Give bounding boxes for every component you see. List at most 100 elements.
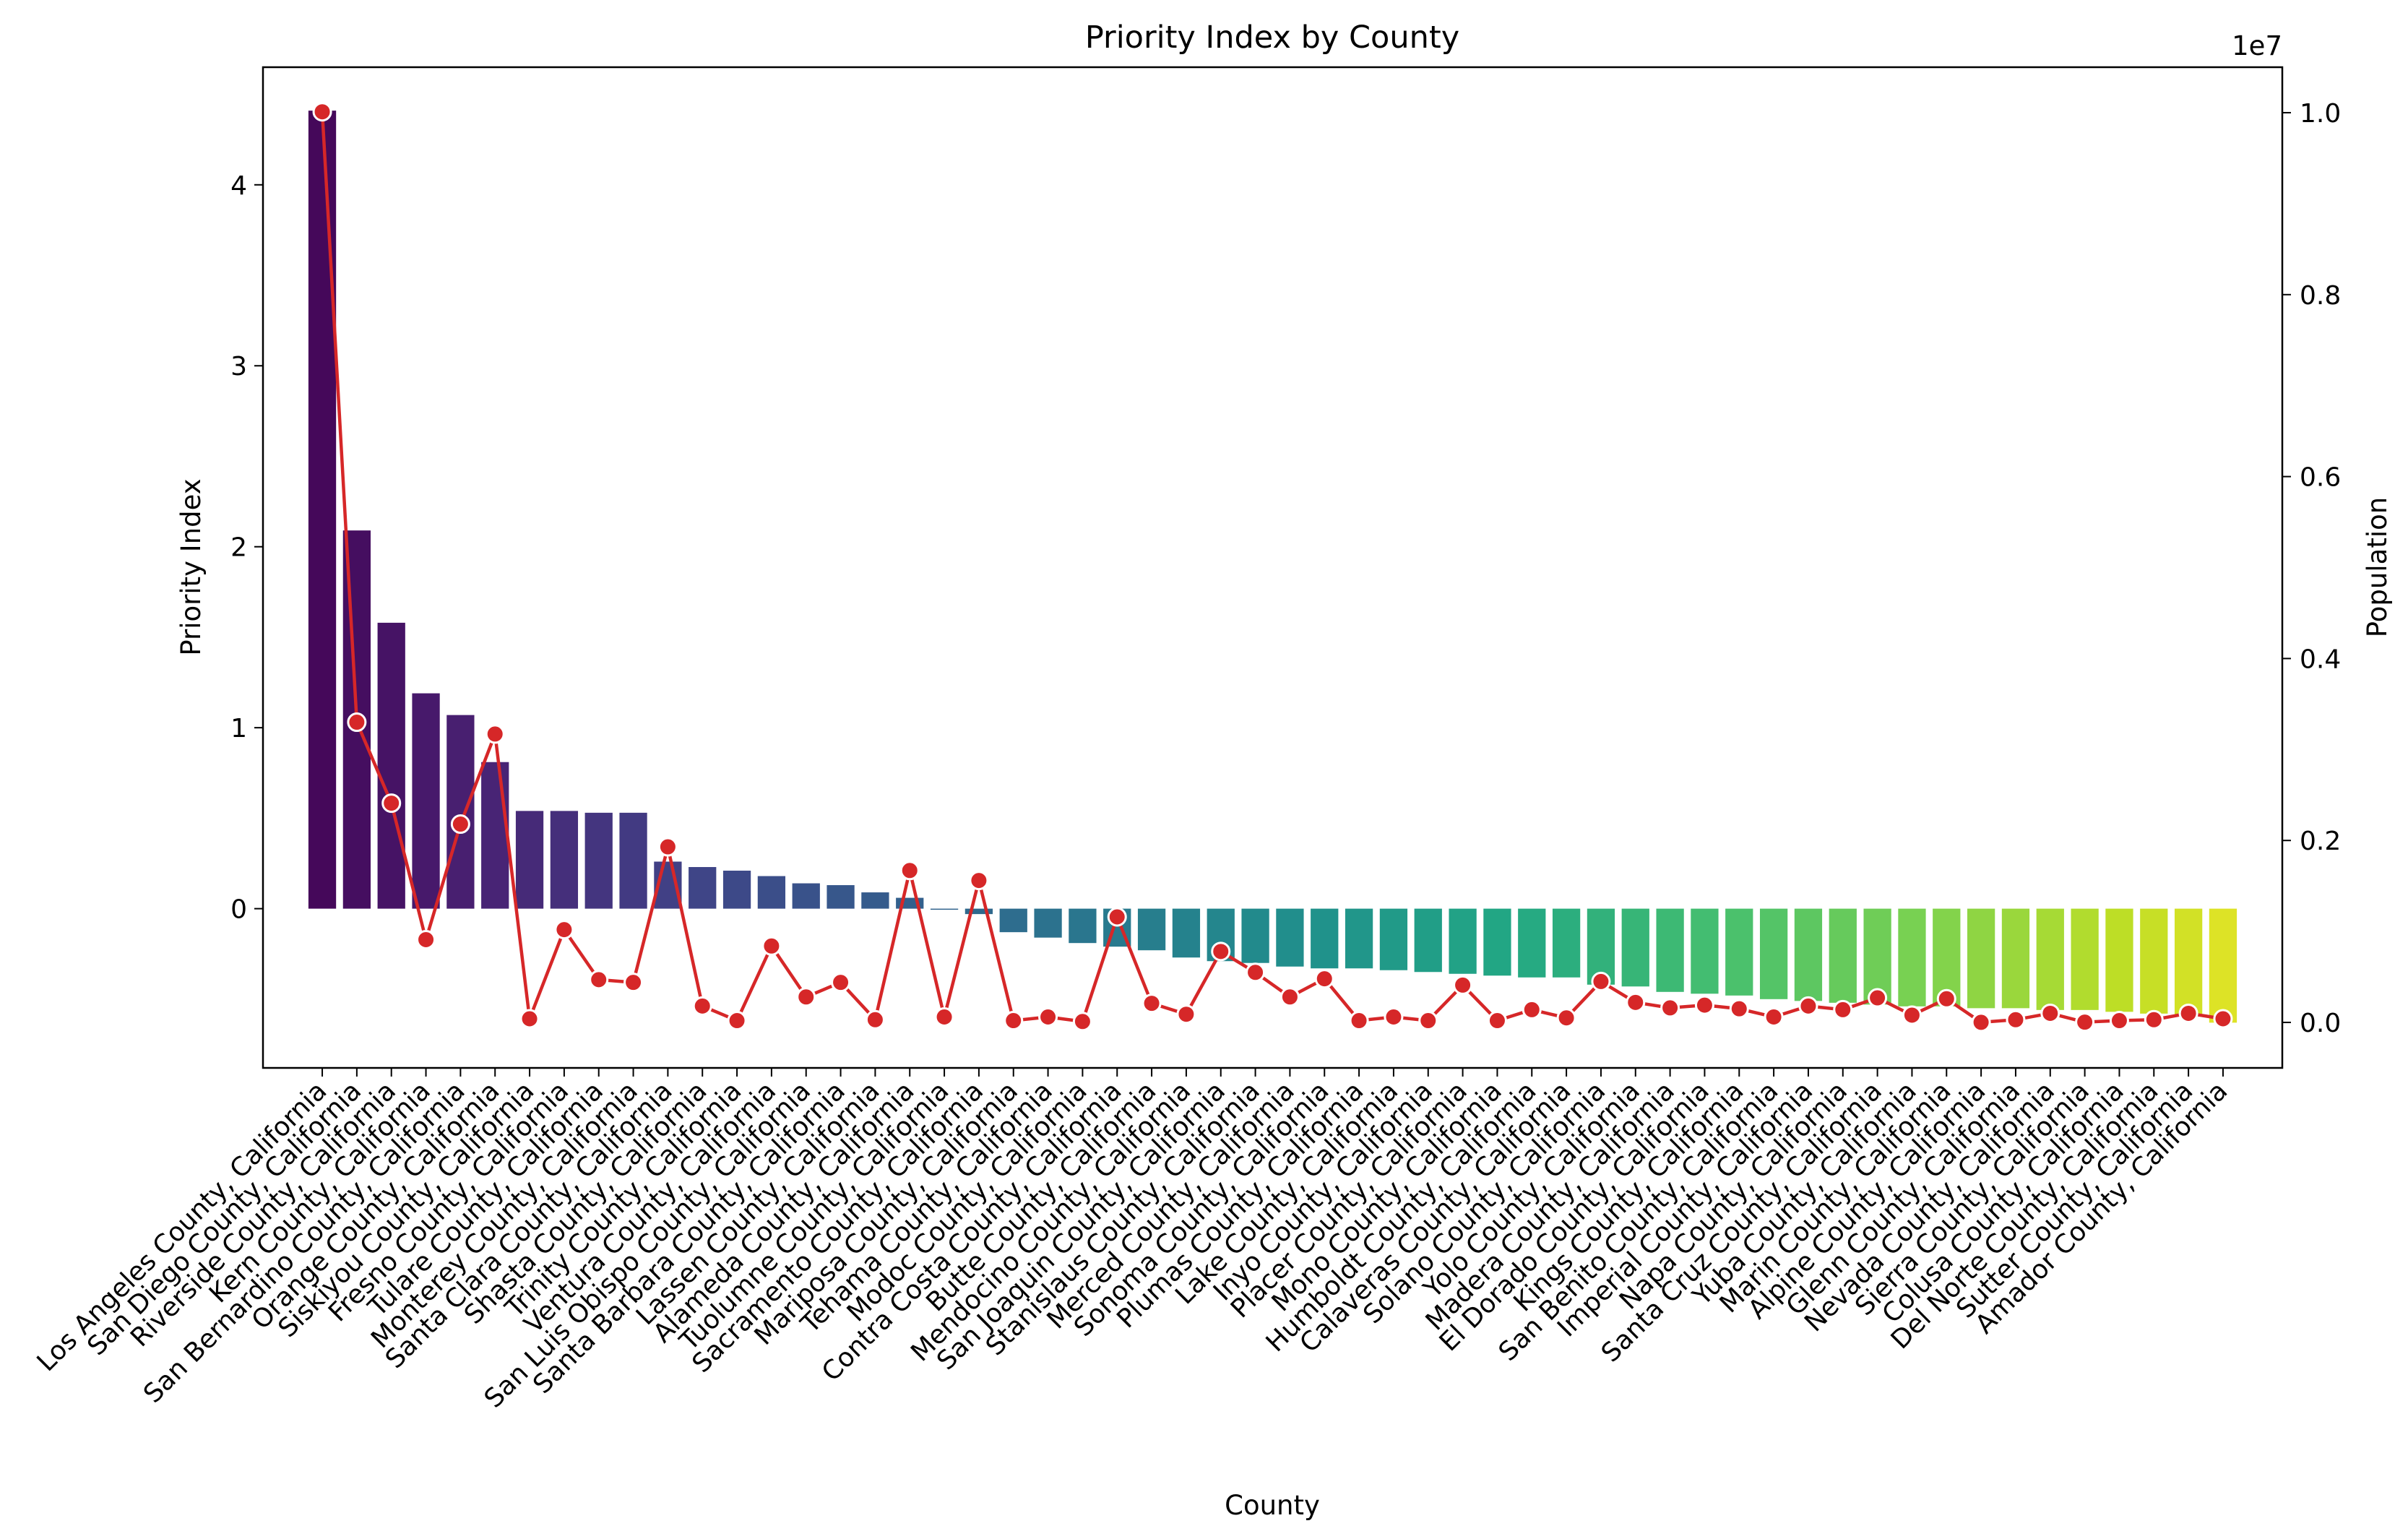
population-point	[1868, 988, 1888, 1008]
bar	[1967, 908, 1995, 1009]
bar	[1449, 908, 1477, 974]
population-point	[589, 970, 609, 990]
right-tick-label: 1.0	[2300, 99, 2341, 129]
bar	[1725, 908, 1753, 996]
right-tick-label: 0.6	[2300, 463, 2341, 493]
left-tick-label: 3	[230, 352, 247, 381]
population-point	[1211, 941, 1231, 962]
population-point	[657, 837, 678, 857]
population-point	[1072, 1012, 1092, 1032]
population-point	[381, 793, 402, 814]
bar	[1794, 908, 1823, 1001]
population-point	[2213, 1009, 2233, 1029]
population-point	[1418, 1011, 1438, 1031]
bar	[722, 871, 751, 909]
left-tick-label: 4	[230, 171, 247, 201]
population-point	[1142, 993, 1162, 1014]
bar	[1552, 908, 1581, 978]
right-tick-label: 0.2	[2300, 827, 2341, 856]
bar	[930, 908, 959, 910]
x-axis-label: County	[1225, 1490, 1320, 1521]
bar	[999, 908, 1027, 933]
population-point	[1279, 987, 1300, 1007]
bar	[861, 892, 889, 909]
bar	[1621, 908, 1649, 987]
bar	[1656, 908, 1684, 992]
left-tick-label: 2	[230, 533, 247, 563]
bar	[2001, 908, 2030, 1009]
right-tick-label: 0.8	[2300, 281, 2341, 311]
population-point	[1556, 1008, 1576, 1028]
bar	[827, 885, 855, 909]
bar	[446, 715, 475, 909]
population-point	[899, 861, 920, 881]
population-point	[1729, 999, 1749, 1019]
bar	[1311, 908, 1339, 969]
right-y-axis: 0.0 0.2 0.4 0.6 0.8 1.0	[2282, 99, 2341, 1038]
bar	[1241, 908, 1269, 963]
population-point	[1833, 999, 1853, 1019]
bar	[1137, 908, 1166, 951]
bar	[619, 812, 647, 909]
population-point	[1936, 988, 1956, 1009]
population-point	[1004, 1011, 1024, 1031]
population-point	[1626, 992, 1646, 1012]
population-point	[1487, 1011, 1507, 1031]
population-point	[969, 871, 989, 891]
population-point	[416, 929, 436, 949]
population-point	[2075, 1012, 2095, 1033]
bar	[1759, 908, 1788, 999]
population-line-layer	[312, 102, 2233, 1033]
population-point	[2109, 1011, 2129, 1031]
population-point	[450, 814, 470, 835]
bar	[1345, 908, 1373, 969]
population-point	[1522, 999, 1542, 1019]
population-point	[2006, 1009, 2026, 1030]
bar	[1483, 908, 1511, 976]
population-point	[934, 1006, 954, 1027]
bar	[792, 883, 820, 909]
right-tick-label: 0.4	[2300, 645, 2341, 674]
population-point	[2178, 1003, 2198, 1023]
population-point	[347, 712, 367, 733]
population-point	[1384, 1006, 1404, 1027]
left-tick-label: 1	[230, 714, 247, 743]
bar	[2209, 908, 2237, 1023]
population-point	[1971, 1012, 1991, 1033]
bar	[757, 876, 786, 909]
bar	[1518, 908, 1546, 978]
population-point	[1246, 962, 1266, 983]
left-tick-label: 0	[230, 895, 247, 925]
population-point	[761, 936, 782, 956]
bar	[1414, 908, 1442, 973]
left-y-axis: 0 1 2 3 4	[230, 171, 263, 925]
bar	[1276, 908, 1304, 967]
bar	[2140, 908, 2168, 1014]
population-point	[692, 996, 712, 1016]
bar	[2071, 908, 2099, 1010]
population-point	[1591, 971, 1611, 991]
population-point	[1798, 996, 1818, 1016]
population-point	[865, 1009, 885, 1030]
bar	[308, 111, 337, 909]
population-point	[1453, 975, 1473, 995]
bar	[584, 812, 613, 909]
population-point	[727, 1011, 747, 1031]
bar	[2105, 908, 2133, 1012]
population-point	[1314, 969, 1334, 989]
bar	[1898, 908, 1926, 1006]
chart-title: Priority Index by County	[1085, 20, 1459, 56]
population-point	[831, 973, 851, 993]
population-point	[519, 1009, 540, 1029]
bar	[1379, 908, 1408, 970]
bar	[1034, 908, 1062, 938]
population-point	[1176, 1004, 1196, 1025]
population-point	[2040, 1003, 2060, 1023]
bar	[1069, 908, 1097, 944]
bar	[1172, 908, 1201, 958]
population-point	[1660, 998, 1680, 1018]
plot-frame	[262, 66, 2284, 1069]
bar	[550, 811, 579, 909]
bar	[1691, 908, 1719, 994]
